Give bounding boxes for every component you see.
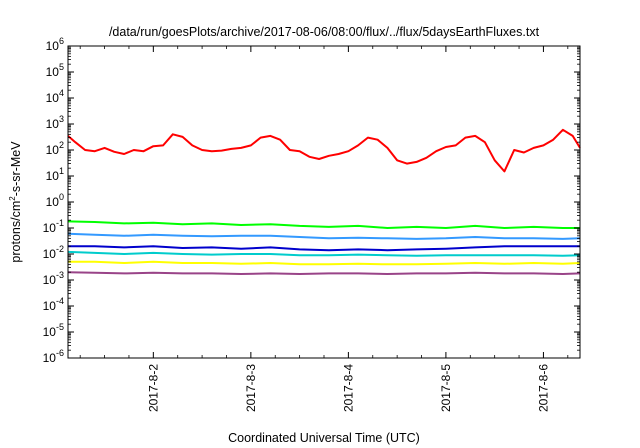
y-tick-label: 100 <box>46 192 64 209</box>
series-line-2 <box>67 220 580 229</box>
plot-frame <box>67 45 581 359</box>
y-tick-label: 106 <box>46 36 64 53</box>
x-axis: 2017-8-2 2017-8-3 2017-8-4 2017-8-5 2017-8-6 <box>79 46 569 412</box>
y-axis-title-prefix: protons/cm <box>9 201 23 263</box>
x-tick-label: 2017-8-6 <box>536 364 550 412</box>
y-tick-label: 104 <box>46 88 64 105</box>
y-tick-label: 10-5 <box>43 322 64 339</box>
y-tick-label: 105 <box>46 62 64 79</box>
series-line-7 <box>67 271 581 275</box>
x-tick-label: 2017-8-2 <box>146 364 160 412</box>
series-layer <box>67 128 581 275</box>
x-tick-label: 2017-8-3 <box>244 364 258 412</box>
x-axis-title: Coordinated Universal Time (UTC) <box>228 431 420 445</box>
x-tick-label: 2017-8-5 <box>439 364 453 412</box>
x-tick-label: 2017-8-4 <box>341 364 355 412</box>
y-axis-title: protons/cm2-s-sr-MeV <box>8 141 23 263</box>
y-axis-title-suffix: -s-sr-MeV <box>9 141 23 197</box>
chart-title: /data/run/goesPlots/archive/2017-08-06/0… <box>109 25 540 39</box>
y-tick-label: 103 <box>46 114 64 131</box>
y-axis: 106 105 104 103 102 101 100 10-1 10-2 10-3 10-4 10-… <box>43 36 580 365</box>
series-line-1 <box>67 128 581 173</box>
y-tick-label: 10-1 <box>43 218 64 235</box>
y-tick-label: 102 <box>46 140 64 157</box>
series-line-4 <box>68 245 580 252</box>
y-tick-label: 10-4 <box>43 296 64 313</box>
series-line-5 <box>67 250 581 257</box>
y-tick-label: 10-6 <box>43 348 64 365</box>
y-axis-title-superscript: 2 <box>8 196 17 201</box>
y-tick-label: 10-2 <box>43 244 64 261</box>
series-line-3 <box>67 232 581 240</box>
y-tick-label: 10-3 <box>43 270 64 287</box>
series-line-6 <box>68 260 581 266</box>
y-tick-label: 101 <box>46 166 64 183</box>
